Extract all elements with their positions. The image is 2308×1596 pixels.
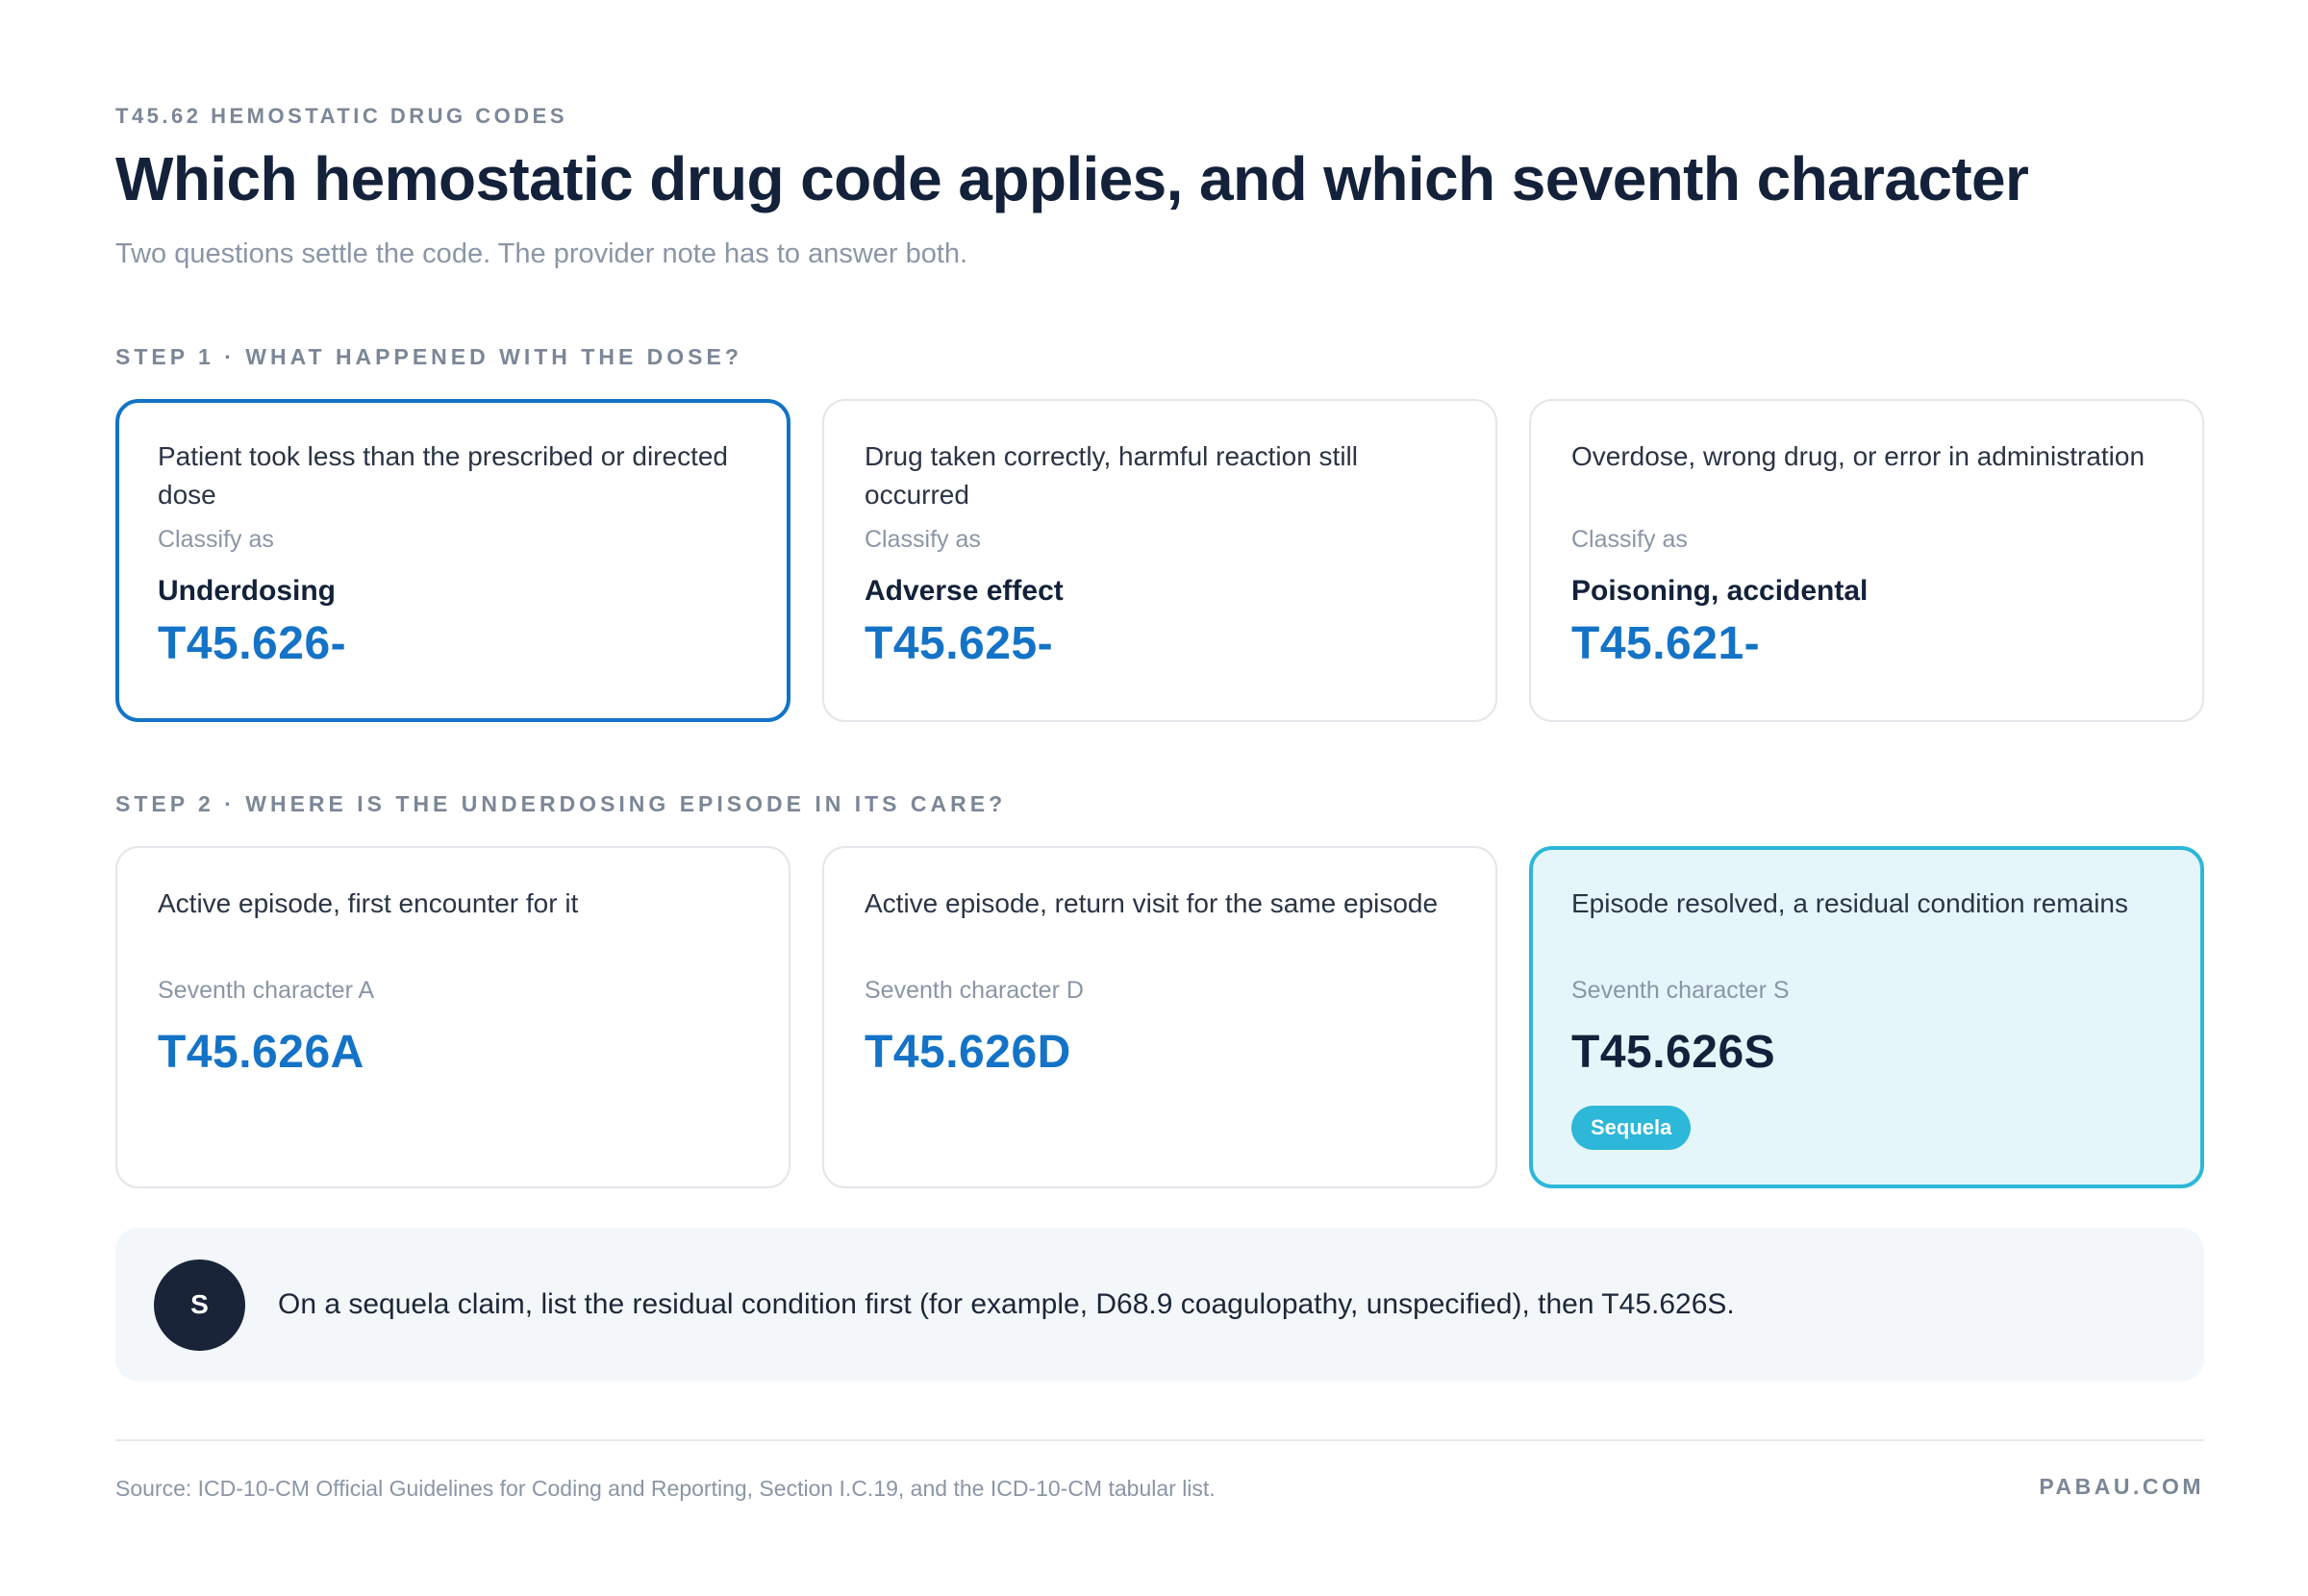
page-subtitle: Two questions settle the code. The provi… bbox=[115, 238, 968, 269]
card-seventh-s[interactable]: Episode resolved, a residual condition r… bbox=[1529, 846, 2204, 1188]
note-avatar: S bbox=[154, 1259, 245, 1351]
page-title: Which hemostatic drug code applies, and … bbox=[115, 144, 2029, 213]
card-underdosing[interactable]: Patient took less than the prescribed or… bbox=[115, 399, 790, 722]
card-classification: Underdosing bbox=[158, 575, 336, 607]
step-2-label: STEP 2 · WHERE IS THE UNDERDOSING EPISOD… bbox=[115, 791, 1007, 816]
card-sub-label: Seventh character S bbox=[1571, 977, 1790, 1004]
card-seventh-d[interactable]: Active episode, return visit for the sam… bbox=[822, 846, 1497, 1188]
card-description: Drug taken correctly, harmful reaction s… bbox=[865, 441, 1358, 510]
card-classification: Adverse effect bbox=[865, 575, 1064, 607]
card-description: Overdose, wrong drug, or error in admini… bbox=[1571, 441, 2145, 471]
card-description: Active episode, first encounter for it bbox=[158, 888, 579, 918]
card-code: T45.621- bbox=[1571, 618, 1761, 669]
card-seventh-a[interactable]: Active episode, first encounter for it S… bbox=[115, 846, 790, 1188]
footer-divider bbox=[115, 1439, 2204, 1441]
page: T45.62 HEMOSTATIC DRUG CODES Which hemos… bbox=[115, 0, 2204, 1596]
card-description: Episode resolved, a residual condition r… bbox=[1571, 888, 2128, 918]
card-sub-label: Seventh character D bbox=[865, 977, 1084, 1004]
source-citation: Source: ICD-10-CM Official Guidelines fo… bbox=[115, 1476, 1216, 1501]
card-sub-label: Seventh character A bbox=[158, 977, 375, 1004]
card-code: T45.626D bbox=[865, 1027, 1071, 1078]
eyebrow-label: T45.62 HEMOSTATIC DRUG CODES bbox=[115, 104, 568, 128]
sequela-note: S On a sequela claim, list the residual … bbox=[115, 1228, 2204, 1382]
card-adverse-effect[interactable]: Drug taken correctly, harmful reaction s… bbox=[822, 399, 1497, 722]
card-sub-label: Classify as bbox=[1571, 526, 1688, 553]
card-description: Patient took less than the prescribed or… bbox=[158, 441, 729, 510]
card-description: Active episode, return visit for the sam… bbox=[865, 888, 1439, 918]
card-classification: Poisoning, accidental bbox=[1571, 575, 1869, 607]
card-code: T45.626A bbox=[158, 1027, 364, 1078]
card-poisoning[interactable]: Overdose, wrong drug, or error in admini… bbox=[1529, 399, 2204, 722]
sequela-badge: Sequela bbox=[1571, 1106, 1692, 1150]
card-code: T45.626- bbox=[158, 618, 347, 669]
brand-label: PABAU.COM bbox=[2039, 1474, 2204, 1499]
card-code: T45.626S bbox=[1571, 1027, 1776, 1078]
card-sub-label: Classify as bbox=[865, 526, 981, 553]
card-sub-label: Classify as bbox=[158, 526, 274, 553]
step-1-cards: Patient took less than the prescribed or… bbox=[115, 399, 2204, 722]
step-2-cards: Active episode, first encounter for it S… bbox=[115, 846, 2204, 1188]
step-1-label: STEP 1 · WHAT HAPPENED WITH THE DOSE? bbox=[115, 344, 742, 369]
note-text: On a sequela claim, list the residual co… bbox=[278, 1288, 1735, 1320]
card-code: T45.625- bbox=[865, 618, 1054, 669]
